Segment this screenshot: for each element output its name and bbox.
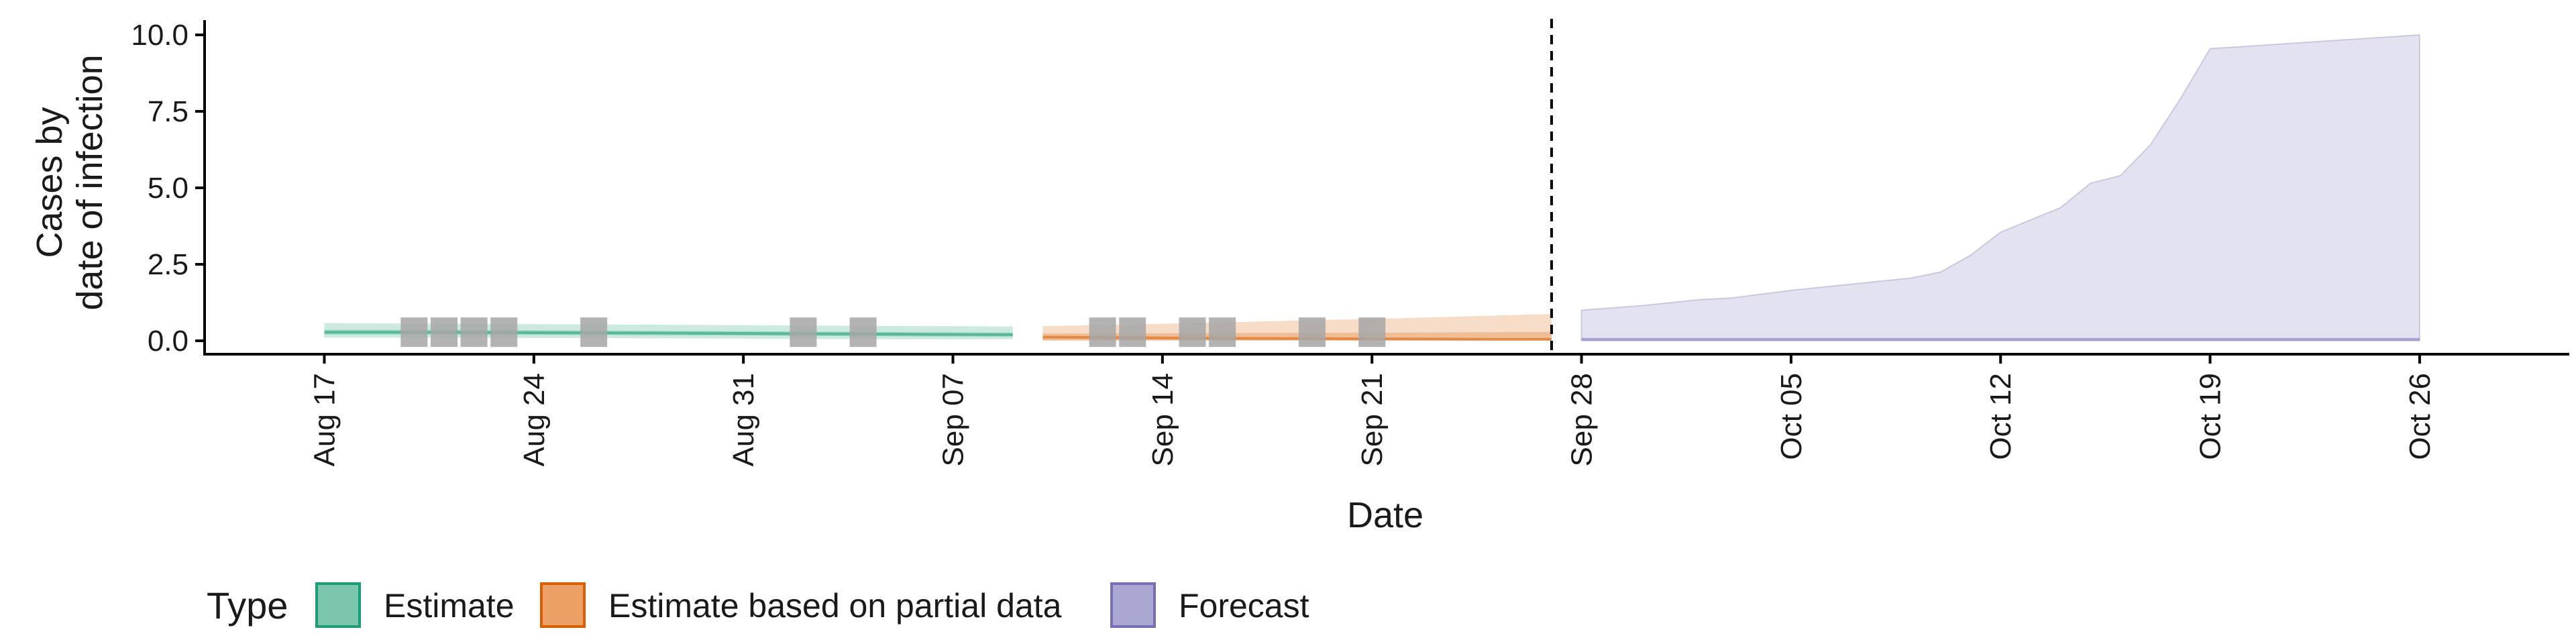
observed-point — [580, 317, 608, 347]
x-tick-label: Oct 12 — [1984, 373, 2017, 460]
observed-point — [1179, 317, 1206, 347]
x-tick-label: Aug 24 — [518, 373, 551, 466]
y-tick-label: 2.5 — [148, 248, 189, 281]
observed-point — [849, 317, 877, 347]
observed-point — [1358, 317, 1386, 347]
x-tick-label: Sep 14 — [1146, 373, 1179, 466]
observed-point — [1209, 317, 1236, 347]
axes: 0.0 2.5 5.0 7.5 10.0 Aug 17 Aug 24 Aug 31 Sep 07… — [131, 19, 2569, 466]
legend-title: Type — [207, 584, 288, 627]
observed-point — [460, 317, 488, 347]
observed-point — [1089, 317, 1116, 347]
legend-label: Estimate based on partial data — [608, 587, 1062, 625]
x-tick-label: Oct 26 — [2404, 373, 2436, 460]
x-tick-label: Aug 31 — [727, 373, 760, 466]
band-outer-forecast — [1580, 34, 2420, 341]
legend-label: Forecast — [1179, 587, 1309, 625]
y-tick-label: 5.0 — [148, 172, 189, 205]
x-tick-label: Oct 05 — [1775, 373, 1808, 460]
x-axis-title: Date — [1347, 495, 1424, 535]
x-tick-label: Aug 17 — [309, 373, 341, 466]
band-outer-estimate-based-on-partial-data — [1042, 313, 1552, 341]
y-axis-title-line-1: Cases by — [30, 107, 70, 258]
x-tick-label: Sep 07 — [937, 373, 970, 466]
observed-point — [790, 317, 817, 347]
legend-key — [315, 582, 361, 628]
observed-point — [400, 317, 428, 347]
series-bands — [324, 34, 2420, 341]
legend-key — [540, 582, 586, 628]
y-tick-label: 7.5 — [148, 95, 189, 128]
x-tick-label: Oct 19 — [2194, 373, 2227, 460]
y-axis-title: Cases by date of infection — [30, 54, 110, 310]
legend-key — [1110, 582, 1156, 628]
x-tick-label: Sep 28 — [1566, 373, 1599, 466]
legend: Type Estimate Estimate based on partial d… — [207, 582, 1309, 628]
observed-point — [490, 317, 518, 347]
y-tick-label: 10.0 — [131, 19, 189, 52]
observed-point — [1119, 317, 1146, 347]
legend-label: Estimate — [384, 587, 515, 625]
observed-point — [1298, 317, 1326, 347]
observed-points — [400, 317, 1386, 347]
y-axis-title-line-2: date of infection — [70, 54, 110, 310]
x-tick-label: Sep 21 — [1356, 373, 1389, 466]
observed-point — [431, 317, 458, 347]
y-tick-label: 0.0 — [148, 325, 189, 358]
